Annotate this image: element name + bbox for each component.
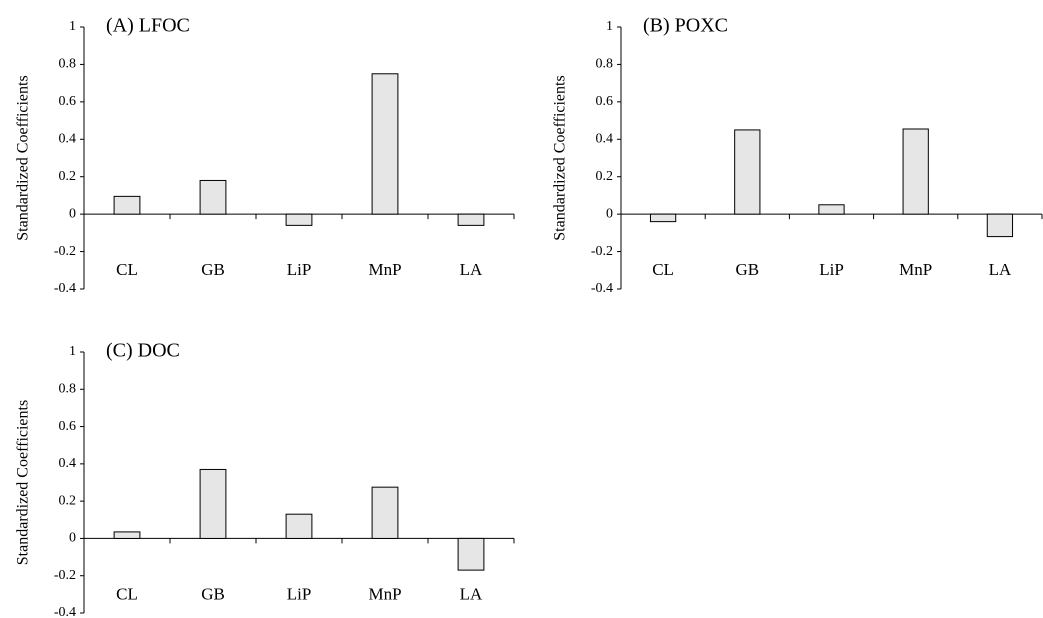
x-tick-label: GB bbox=[201, 584, 225, 603]
panel-title: (C) DOC bbox=[106, 340, 180, 362]
bar bbox=[371, 73, 399, 215]
bar bbox=[113, 531, 141, 539]
x-tick-label: CL bbox=[116, 260, 138, 279]
y-tick-label: 1 bbox=[69, 344, 76, 359]
y-tick-label: -0.2 bbox=[591, 244, 613, 259]
y-tick-label: 0.8 bbox=[59, 57, 77, 72]
panel-title: (A) LFOC bbox=[106, 15, 190, 37]
bar bbox=[734, 129, 761, 215]
y-tick-label: 0.6 bbox=[596, 94, 614, 109]
x-tick-label: LA bbox=[989, 260, 1012, 279]
bar bbox=[649, 213, 677, 223]
y-tick-label: 0.6 bbox=[59, 94, 77, 109]
bar bbox=[457, 537, 485, 571]
y-tick-label: 0.2 bbox=[59, 493, 77, 508]
y-tick-label: 0.6 bbox=[59, 419, 77, 434]
x-tick-label: LiP bbox=[287, 584, 312, 603]
x-tick-label: LiP bbox=[819, 260, 844, 279]
bar bbox=[371, 486, 399, 539]
y-tick-label: 0 bbox=[69, 531, 76, 546]
bar bbox=[457, 213, 485, 226]
x-tick-label: CL bbox=[652, 260, 674, 279]
y-axis-label: Standardized Coefficients bbox=[552, 75, 569, 240]
x-tick-label: LA bbox=[460, 260, 483, 279]
bar bbox=[818, 204, 845, 215]
y-tick-label: 1 bbox=[606, 19, 613, 34]
x-tick-label: GB bbox=[201, 260, 225, 279]
panel-title: (B) POXC bbox=[643, 15, 728, 37]
y-tick-label: 0 bbox=[606, 206, 613, 221]
y-tick-label: 1 bbox=[69, 19, 76, 34]
x-tick-label: LiP bbox=[287, 260, 312, 279]
y-axis-label: Standardized Coefficients bbox=[15, 400, 32, 565]
bar bbox=[285, 213, 313, 226]
y-tick-label: -0.4 bbox=[54, 605, 76, 618]
y-tick-label: 0.4 bbox=[59, 456, 77, 471]
y-tick-label: -0.4 bbox=[54, 281, 76, 296]
y-tick-label: 0.8 bbox=[596, 57, 614, 72]
bar bbox=[285, 513, 313, 539]
y-tick-label: 0.2 bbox=[596, 169, 614, 184]
y-tick-label: 0.8 bbox=[59, 382, 77, 397]
bar bbox=[902, 128, 929, 215]
y-tick-label: 0.2 bbox=[59, 169, 77, 184]
y-tick-label: 0.4 bbox=[596, 132, 614, 147]
x-tick-label: MnP bbox=[899, 260, 932, 279]
y-tick-label: -0.4 bbox=[591, 281, 613, 296]
bar bbox=[986, 213, 1014, 238]
y-tick-label: 0 bbox=[69, 206, 76, 221]
bar bbox=[199, 179, 227, 215]
y-tick-label: -0.2 bbox=[54, 568, 76, 583]
y-tick-label: -0.2 bbox=[54, 244, 76, 259]
bar bbox=[113, 195, 141, 215]
bar bbox=[199, 468, 227, 539]
x-tick-label: MnP bbox=[368, 584, 401, 603]
x-tick-label: LA bbox=[460, 584, 483, 603]
y-tick-label: 0.4 bbox=[59, 132, 77, 147]
x-tick-label: CL bbox=[116, 584, 138, 603]
x-tick-label: GB bbox=[735, 260, 759, 279]
x-tick-label: MnP bbox=[368, 260, 401, 279]
y-axis-label: Standardized Coefficients bbox=[15, 75, 32, 240]
